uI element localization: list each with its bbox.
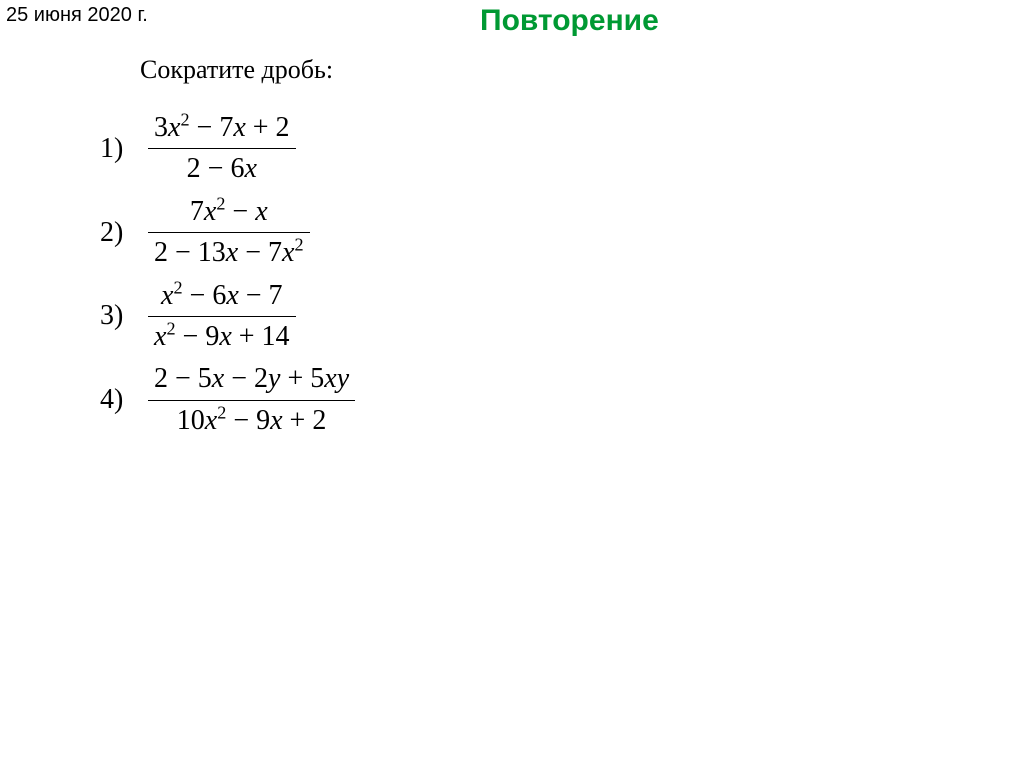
- numerator: x2 − 6x − 7: [155, 278, 289, 316]
- numerator: 3x2 − 7x + 2: [148, 110, 296, 148]
- denominator: 10x2 − 9x + 2: [171, 401, 333, 439]
- denominator: 2 − 6x: [181, 149, 263, 187]
- problem-row: 2) 7x2 − x 2 − 13x − 7x2: [100, 194, 355, 272]
- fraction: x2 − 6x − 7 x2 − 9x + 14: [148, 278, 296, 356]
- date-text: 25 июня 2020 г.: [6, 4, 148, 27]
- problem-number: 4): [100, 384, 134, 416]
- problem-number: 3): [100, 300, 134, 332]
- fraction: 3x2 − 7x + 2 2 − 6x: [148, 110, 296, 188]
- denominator: x2 − 9x + 14: [148, 317, 296, 355]
- denominator: 2 − 13x − 7x2: [148, 233, 310, 271]
- problem-row: 3) x2 − 6x − 7 x2 − 9x + 14: [100, 278, 355, 356]
- fraction: 7x2 − x 2 − 13x − 7x2: [148, 194, 310, 272]
- problems-list: 1) 3x2 − 7x + 2 2 − 6x 2) 7x2 − x 2 − 13…: [100, 110, 355, 445]
- numerator: 7x2 − x: [184, 194, 274, 232]
- problem-number: 2): [100, 217, 134, 249]
- problem-row: 4) 2 − 5x − 2y + 5xy 10x2 − 9x + 2: [100, 361, 355, 439]
- problem-number: 1): [100, 133, 134, 165]
- numerator: 2 − 5x − 2y + 5xy: [148, 361, 355, 399]
- page-title: Повторение: [480, 4, 659, 38]
- fraction: 2 − 5x − 2y + 5xy 10x2 − 9x + 2: [148, 361, 355, 439]
- instruction-text: Сократите дробь:: [140, 55, 333, 85]
- problem-row: 1) 3x2 − 7x + 2 2 − 6x: [100, 110, 355, 188]
